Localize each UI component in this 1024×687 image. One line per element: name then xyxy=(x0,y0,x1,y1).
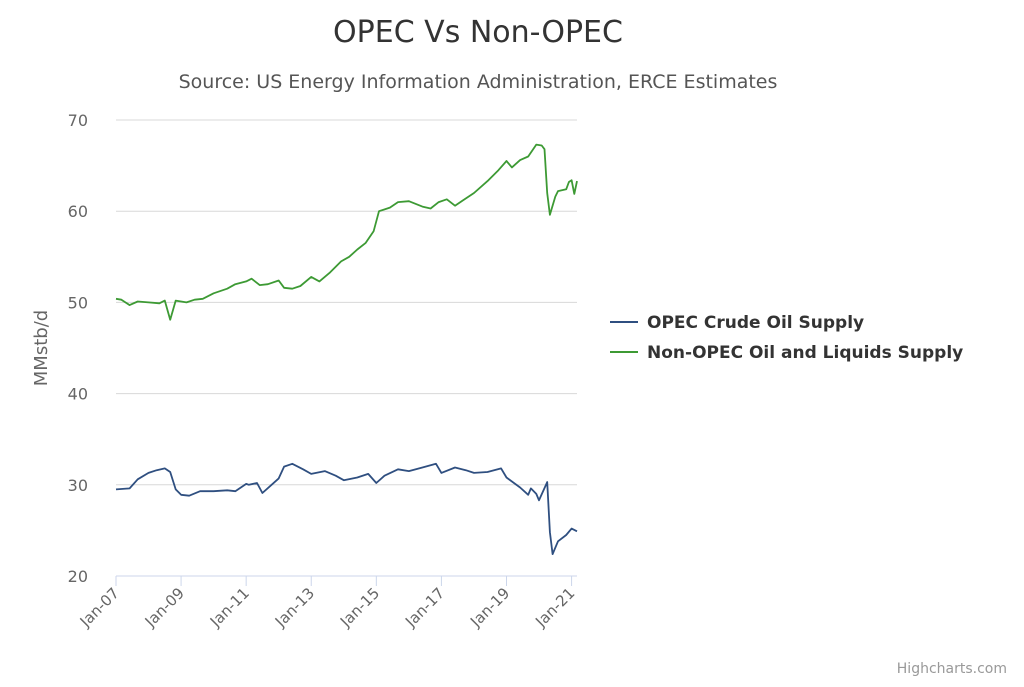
y-tick-label: 60 xyxy=(68,202,88,221)
x-tick-label: Jan-21 xyxy=(531,584,578,631)
legend-label: OPEC Crude Oil Supply xyxy=(647,313,864,333)
y-tick-label: 20 xyxy=(68,567,88,586)
y-tick-label: 70 xyxy=(68,111,88,130)
legend-label: Non-OPEC Oil and Liquids Supply xyxy=(647,343,963,363)
y-tick-label: 30 xyxy=(68,476,88,495)
series-line-1 xyxy=(115,462,578,555)
y-axis-title: MMstb/d xyxy=(31,310,52,386)
x-axis: Jan-07 Jan-09 Jan-11 Jan-13 Jan-15 Jan-17 Jan-… xyxy=(76,575,578,631)
legend-item-1[interactable]: OPEC Crude Oil Supply xyxy=(610,313,864,333)
x-tick-label: Jan-19 xyxy=(466,584,513,631)
gridlines: 20 30 40 50 60 70 xyxy=(68,111,577,586)
legend[interactable]: OPEC Crude Oil Supply Non-OPEC Oil and Li… xyxy=(610,313,963,363)
y-tick-label: 40 xyxy=(68,385,88,404)
chart-subtitle: Source: US Energy Information Administra… xyxy=(179,71,778,93)
series-lines xyxy=(115,143,578,555)
y-tick-label: 50 xyxy=(68,293,88,312)
x-tick-label: Jan-15 xyxy=(336,584,383,631)
chart-title: OPEC Vs Non-OPEC xyxy=(333,15,623,50)
x-tick-label: Jan-09 xyxy=(141,584,188,631)
legend-item-2[interactable]: Non-OPEC Oil and Liquids Supply xyxy=(610,343,963,363)
credits-link[interactable]: Highcharts.com xyxy=(897,661,1007,677)
series-line-2 xyxy=(115,143,578,321)
x-tick-label: Jan-07 xyxy=(76,584,123,631)
x-tick-label: Jan-17 xyxy=(401,584,448,631)
x-tick-label: Jan-13 xyxy=(271,584,318,631)
x-tick-label: Jan-11 xyxy=(206,584,253,631)
